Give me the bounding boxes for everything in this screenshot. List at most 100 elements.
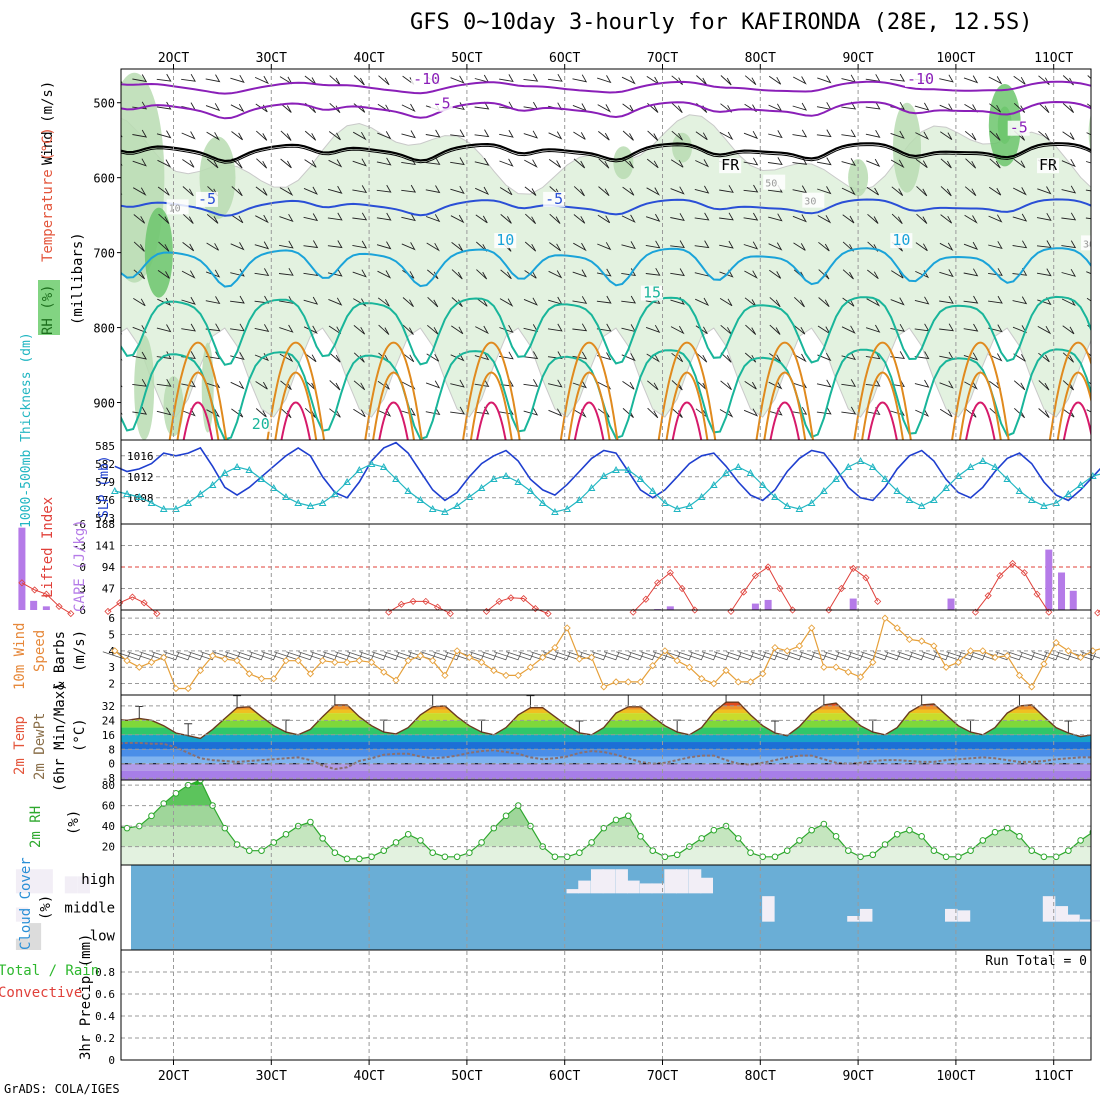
wind-speed-marker: [624, 678, 632, 686]
wind-barb: [157, 159, 172, 168]
wind-barb: [744, 103, 757, 112]
rh2m-marker: [869, 851, 877, 859]
wind-barb-10m: [1068, 651, 1096, 661]
wind-barb: [743, 408, 759, 417]
wind-barb: [278, 267, 294, 276]
cloud-middle-bar: [847, 916, 860, 922]
rh2m-marker: [588, 839, 595, 846]
warm-isotherm-arch: [755, 341, 815, 440]
wind-barb: [121, 411, 123, 415]
cloud-high-bar: [15, 869, 29, 894]
lifted-index-marker: [642, 595, 650, 603]
wind-speed-marker: [343, 658, 351, 666]
wind-barb-10m: [995, 651, 1023, 661]
wind-barb: [230, 381, 245, 390]
temp-minmax-bar: [1018, 695, 1020, 706]
precip-tick-label: 0.8: [95, 966, 115, 979]
wind-barb: [328, 325, 342, 335]
wind-barb: [598, 131, 610, 141]
wind-barb: [377, 297, 390, 307]
wind-barb: [378, 75, 390, 86]
wind-speed-marker: [820, 663, 828, 671]
wind-barb: [940, 158, 952, 169]
wind-barb: [817, 215, 832, 224]
wind-barb: [891, 213, 903, 225]
freezing-level-line-2: [121, 145, 1091, 164]
wind-speed-marker: [759, 670, 767, 678]
rh2m-marker: [319, 835, 326, 842]
cape-bar: [666, 606, 674, 610]
cloud-middle-bar: [957, 910, 971, 922]
wind-barb: [1061, 212, 1077, 221]
wind-barb: [890, 159, 905, 169]
wind-barb: [327, 212, 343, 221]
thickness-marker: [868, 462, 877, 470]
wind-barb: [645, 240, 661, 249]
wind-barb: [988, 186, 1002, 196]
wind-speed-marker: [306, 670, 315, 678]
wind-barb: [646, 158, 659, 169]
cloud-middle-bar: [1042, 896, 1056, 922]
thickness-marker: [930, 495, 938, 503]
wind-barb: [1062, 103, 1074, 113]
slp-line: [114, 441, 1100, 502]
lifted-index-marker: [544, 610, 552, 618]
cloud-high-bar: [590, 869, 604, 894]
rh2m-marker: [918, 833, 925, 840]
lifted-index-marker: [678, 584, 686, 593]
wind-barb: [696, 352, 708, 363]
thickness-marker: [269, 483, 278, 491]
wind-barb: [255, 214, 269, 224]
wind-barb: [450, 379, 465, 388]
wind-barb: [303, 186, 318, 195]
wind-barb: [132, 351, 147, 360]
wind-barb-10m: [1080, 651, 1100, 659]
wind-speed-marker: [587, 653, 596, 662]
wind-speed-marker: [477, 658, 486, 666]
wind-barb: [939, 242, 954, 252]
wind-barb: [254, 268, 270, 276]
cloud-high-bar: [676, 869, 689, 894]
rh2m-marker: [441, 853, 449, 861]
cloud-middle-bar: [762, 896, 775, 922]
thickness-marker: [526, 486, 535, 494]
wind-barb: [988, 324, 1003, 333]
lifted-index-marker: [1033, 590, 1041, 598]
lifted-index-line: [730, 566, 794, 612]
wind-barb: [963, 268, 979, 277]
wind-barb: [1013, 353, 1026, 362]
cloud-level-label: middle: [64, 900, 115, 916]
wind-barb: [622, 158, 634, 169]
contour-label: 10: [892, 231, 910, 249]
wind-barb: [793, 296, 805, 308]
temp-color-band: [121, 756, 1091, 764]
lifted-index-tick-label: 3: [79, 583, 86, 596]
wind-barb: [230, 295, 245, 304]
wind-barb: [231, 158, 243, 169]
rh2m-marker: [233, 841, 241, 848]
wind-barb-10m: [371, 651, 400, 661]
wind-barb: [1037, 325, 1052, 335]
wind-barb: [132, 406, 148, 415]
cloud-high-bar: [688, 869, 702, 894]
wind-barb-10m: [885, 651, 913, 661]
lifted-index-marker: [495, 597, 503, 605]
cloud-middle-bar: [1067, 914, 1080, 922]
wind-speed-marker: [367, 658, 376, 666]
ylabel-precip: 3hr Precip (mm): [78, 934, 94, 1060]
wind-barb-10m: [775, 651, 803, 661]
wind-barb: [133, 298, 146, 307]
thickness-marker: [697, 492, 706, 500]
wind-barb: [915, 242, 928, 252]
wind-barb: [401, 103, 416, 113]
wind-barb: [231, 214, 244, 224]
lifted-index-marker: [397, 600, 405, 608]
wind-barb-10m: [286, 651, 314, 661]
wind-barb: [1085, 161, 1091, 164]
cape-tick-label: 188: [95, 518, 115, 531]
wind-speed-marker: [294, 657, 302, 665]
contour-label: -5: [545, 190, 563, 208]
wind-barb-10m: [249, 651, 277, 661]
contour-label: 30: [804, 197, 816, 208]
wind-speed-marker: [697, 675, 706, 683]
